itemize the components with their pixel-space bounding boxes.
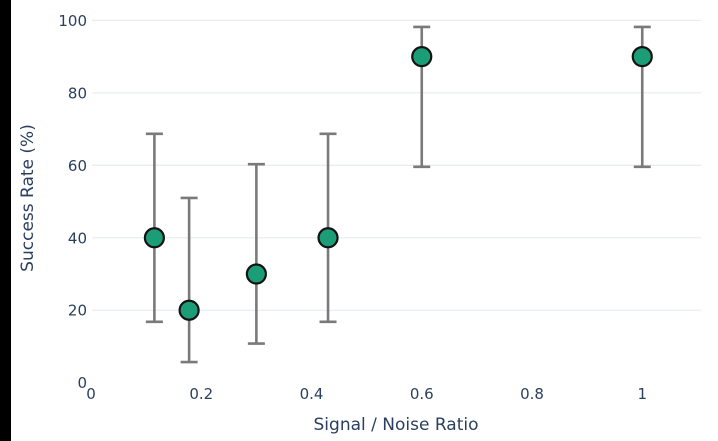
data-point-marker [178,299,200,321]
y-axis-tick-labels: 0 20 40 60 80 100 [58,12,87,392]
x-tick-label: 0.4 [300,385,324,403]
x-axis-tick-labels: 0 0.2 0.4 0.6 0.8 1 [86,385,647,403]
x-tick-label: 0.6 [410,385,434,403]
data-point-marker [631,46,653,68]
y-tick-label: 40 [68,229,87,247]
data-point-marker [317,227,339,249]
data-point-marker [411,46,433,68]
gridlines [92,19,701,311]
x-tick-label: 0 [86,385,96,403]
y-axis-title: Success Rate (%) [18,124,38,272]
data-points [143,46,653,321]
y-tick-label: 80 [68,84,87,102]
y-tick-label: 20 [68,302,87,320]
y-tick-label: 100 [58,12,87,30]
x-tick-label: 0.2 [189,385,213,403]
data-point-marker [143,227,165,249]
y-tick-label: 60 [68,157,87,175]
data-point-marker [245,263,267,285]
x-axis-title: Signal / Noise Ratio [314,415,479,435]
x-tick-label: 1 [637,385,647,403]
left-edge-strip [0,0,11,441]
x-tick-label: 0.8 [520,385,544,403]
y-tick-label: 0 [77,374,87,392]
error-bars [145,25,651,364]
